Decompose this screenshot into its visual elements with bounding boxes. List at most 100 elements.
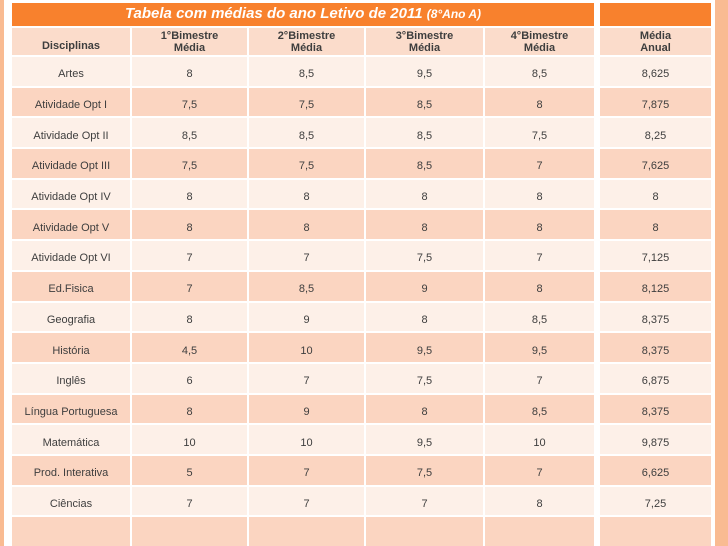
grade-cell-bimester-3: 7: [366, 486, 483, 516]
grade-cell-bimester-1: 8: [132, 57, 247, 86]
column-header-line2: Média: [290, 41, 323, 54]
column-header-line2: Média: [523, 41, 556, 54]
column-header-line1: 2°Bimestre: [277, 29, 336, 42]
empty-row-cell: [366, 517, 483, 546]
title-bar-right-segment: [600, 3, 711, 26]
grade-cell-bimester-3: 7,5: [366, 241, 483, 270]
grade-cell-bimester-4: 8,5: [485, 394, 594, 424]
grade-cell-bimester-1: 7,5: [132, 87, 247, 117]
grade-cell-annual: 6,625: [600, 455, 711, 485]
grade-cell-bimester-2: 7: [249, 363, 364, 393]
grade-cell-bimester-1: 7: [132, 271, 247, 301]
column-header-line1: 4°Bimestre: [510, 29, 569, 42]
column-header-line2: Média: [408, 41, 441, 54]
grade-cell-annual: 9,875: [600, 425, 711, 454]
grade-cell-bimester-1: 8: [132, 210, 247, 240]
grade-cell-bimester-4: 8,5: [485, 57, 594, 86]
column-header-line1: Média: [639, 29, 672, 42]
grade-cell-annual: 7,875: [600, 87, 711, 117]
discipline-cell: Ed.Fisica: [12, 271, 130, 301]
column-header-line2: Anual: [640, 41, 671, 54]
discipline-cell: Atividade Opt VI: [12, 241, 130, 270]
discipline-cell: Inglês: [12, 363, 130, 393]
discipline-cell: Atividade Opt II: [12, 118, 130, 148]
empty-row-cell: [249, 517, 364, 546]
grade-cell-bimester-4: 10: [485, 425, 594, 454]
grade-cell-bimester-2: 7: [249, 455, 364, 485]
discipline-cell: Língua Portuguesa: [12, 394, 130, 424]
grade-cell-bimester-3: 9: [366, 271, 483, 301]
discipline-cell: Matemática: [12, 425, 130, 454]
empty-row-cell: [600, 517, 711, 546]
discipline-cell: Ciências: [12, 486, 130, 516]
grade-cell-bimester-3: 9,5: [366, 333, 483, 362]
column-header-annual-average: Média Anual: [600, 28, 711, 55]
grade-cell-bimester-4: 8: [485, 87, 594, 117]
column-header-bimester-3: 3°Bimestre Média: [366, 28, 483, 55]
grade-cell-bimester-1: 4,5: [132, 333, 247, 362]
discipline-cell: Prod. Interativa: [12, 455, 130, 485]
grade-cell-bimester-1: 7,5: [132, 149, 247, 178]
grade-cell-bimester-3: 8: [366, 179, 483, 209]
discipline-cell: Atividade Opt V: [12, 210, 130, 240]
empty-row-cell: [12, 517, 130, 546]
grade-cell-bimester-4: 7: [485, 455, 594, 485]
grade-cell-bimester-2: 8,5: [249, 118, 364, 148]
grade-cell-bimester-3: 9,5: [366, 425, 483, 454]
grade-cell-bimester-1: 7: [132, 486, 247, 516]
column-header-line2: Média: [173, 41, 206, 54]
grade-cell-bimester-3: 8: [366, 394, 483, 424]
grade-cell-bimester-1: 8: [132, 302, 247, 332]
grade-cell-bimester-2: 8,5: [249, 57, 364, 86]
grade-cell-bimester-3: 8: [366, 302, 483, 332]
grade-cell-bimester-1: 5: [132, 455, 247, 485]
grade-cell-bimester-4: 8,5: [485, 302, 594, 332]
grade-cell-bimester-2: 10: [249, 425, 364, 454]
grade-cell-bimester-3: 7,5: [366, 455, 483, 485]
grade-cell-annual: 8,25: [600, 118, 711, 148]
grade-cell-annual: 8,375: [600, 302, 711, 332]
discipline-cell: Atividade Opt IV: [12, 179, 130, 209]
grade-cell-bimester-4: 8: [485, 179, 594, 209]
column-header-bimester-4: 4°Bimestre Média: [485, 28, 594, 55]
discipline-cell: História: [12, 333, 130, 362]
grade-cell-bimester-3: 7,5: [366, 363, 483, 393]
grade-cell-bimester-3: 9,5: [366, 57, 483, 86]
grade-cell-bimester-3: 8: [366, 210, 483, 240]
grade-cell-bimester-1: 8: [132, 394, 247, 424]
grade-cell-bimester-3: 8,5: [366, 149, 483, 178]
grade-cell-annual: 7,125: [600, 241, 711, 270]
grade-cell-bimester-2: 7,5: [249, 149, 364, 178]
grade-cell-bimester-4: 9,5: [485, 333, 594, 362]
column-header-bimester-1: 1°Bimestre Média: [132, 28, 247, 55]
grade-cell-bimester-2: 10: [249, 333, 364, 362]
grade-cell-annual: 8,625: [600, 57, 711, 86]
grade-cell-bimester-4: 7: [485, 241, 594, 270]
grade-cell-bimester-4: 7,5: [485, 118, 594, 148]
grade-cell-bimester-4: 8: [485, 486, 594, 516]
title-grade-suffix: (8°Ano A): [426, 7, 482, 21]
grade-cell-bimester-2: 7: [249, 486, 364, 516]
grades-table: Tabela com médias do ano Letivo de 2011 …: [12, 0, 711, 546]
grade-cell-annual: 6,875: [600, 363, 711, 393]
grade-cell-bimester-2: 8,5: [249, 271, 364, 301]
title-text: Tabela com médias do ano Letivo de 2011: [124, 5, 427, 22]
table-panel: Tabela com médias do ano Letivo de 2011 …: [4, 0, 715, 546]
column-header-line1: 1°Bimestre: [160, 29, 219, 42]
empty-row-cell: [132, 517, 247, 546]
grade-cell-bimester-1: 6: [132, 363, 247, 393]
grade-cell-bimester-1: 7: [132, 241, 247, 270]
grade-cell-annual: 8: [600, 210, 711, 240]
grade-cell-annual: 7,625: [600, 149, 711, 178]
grade-cell-bimester-2: 7: [249, 241, 364, 270]
grade-cell-bimester-2: 9: [249, 394, 364, 424]
grade-cell-bimester-4: 8: [485, 210, 594, 240]
table-title: Tabela com médias do ano Letivo de 2011 …: [12, 3, 594, 26]
column-header-disciplines: Disciplinas: [12, 28, 130, 55]
discipline-cell: Geografia: [12, 302, 130, 332]
grade-cell-annual: 8,375: [600, 333, 711, 362]
grade-cell-annual: 7,25: [600, 486, 711, 516]
grade-cell-annual: 8: [600, 179, 711, 209]
discipline-cell: Atividade Opt I: [12, 87, 130, 117]
